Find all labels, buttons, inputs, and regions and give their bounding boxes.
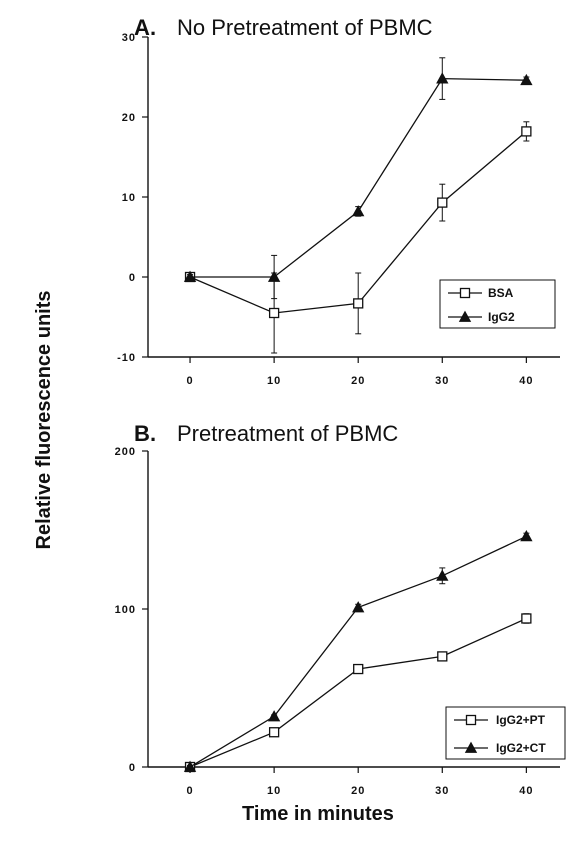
panel-a-series-igg2-point bbox=[267, 270, 281, 282]
panel-b-series-igg2-pt-point bbox=[437, 651, 448, 662]
panel-a-series-igg2-line bbox=[190, 77, 527, 278]
panel-b-y-tick-label: 100 bbox=[115, 604, 136, 616]
panel-a-legend-bsa-label: BSA bbox=[488, 286, 514, 300]
panel-a-dot: . bbox=[150, 15, 156, 40]
panel-b-y-tick-label: 200 bbox=[115, 446, 136, 458]
panel-a-series-bsa-point bbox=[268, 307, 280, 319]
panel-a-x-tick-label: 10 bbox=[267, 375, 281, 387]
panel-b-x-tick-label: 0 bbox=[186, 785, 193, 797]
panel-a-title: No Pretreatment of PBMC bbox=[177, 15, 433, 40]
panel-a-series-igg2-point bbox=[520, 73, 533, 86]
panel-a-legend-igg2-marker bbox=[458, 310, 472, 322]
x-axis-title: Time in minutes bbox=[242, 803, 394, 825]
panel-b-title: Pretreatment of PBMC bbox=[177, 421, 398, 446]
panel-a-x-tick-label: 20 bbox=[351, 375, 365, 387]
panel-b-legend-igg2-ct-label: IgG2+CT bbox=[496, 741, 546, 755]
panel-b-legend-box bbox=[445, 706, 566, 760]
panel-b-series-igg2-pt-point bbox=[521, 613, 532, 624]
y-axis-title: Relative fluorescence units bbox=[33, 291, 55, 550]
panel-a-series-igg2-point bbox=[436, 72, 449, 84]
panel-b-series-igg2-pt-point bbox=[353, 663, 364, 675]
panel-b-x-tick-label: 10 bbox=[267, 785, 281, 797]
panel-b-series-igg2-ct-point bbox=[436, 569, 449, 581]
panel-a-series-bsa-point bbox=[521, 126, 532, 137]
panel-a-x-tick-label: 0 bbox=[186, 375, 193, 387]
panel-b-x-tick-label: 40 bbox=[519, 785, 533, 797]
panel-b-legend-igg2-ct-marker bbox=[464, 741, 478, 753]
panel-b-x-tick-label: 30 bbox=[435, 785, 449, 797]
panel-b: B . Pretreatment of PBMC 200 100 0 0 10 20 30 4… bbox=[115, 421, 566, 797]
panel-b-series-igg2-ct-point bbox=[520, 529, 533, 542]
panel-a-series-igg2-point bbox=[183, 270, 197, 282]
panel-b-x-tick-label: 20 bbox=[351, 785, 365, 797]
panel-a-series-bsa-point bbox=[353, 298, 364, 309]
panel-a-x-tick-label: 30 bbox=[435, 375, 449, 387]
panel-b-letter: B bbox=[134, 421, 150, 446]
panel-b-series-igg2-pt-point bbox=[268, 727, 280, 738]
panel-a: A . No Pretreatment of PBMC 30 20 10 0 -10 0 1… bbox=[117, 15, 560, 387]
panel-a-legend-bsa-marker bbox=[459, 287, 471, 299]
panel-b-series-igg2-ct-point bbox=[183, 760, 197, 772]
panel-b-legend-igg2-pt-label: IgG2+PT bbox=[496, 713, 546, 727]
panel-a-x-tick-label: 40 bbox=[519, 375, 533, 387]
panel-a-letter: A bbox=[134, 15, 150, 40]
panel-b-series-igg2-ct-point bbox=[267, 710, 281, 722]
panel-b-legend-igg2-pt-marker bbox=[465, 714, 477, 726]
panel-a-y-tick-label: -10 bbox=[117, 352, 136, 364]
panel-b-y-tick-label: 0 bbox=[129, 762, 136, 774]
panel-b-series-igg2-ct-point bbox=[352, 601, 365, 613]
panel-a-legend-box bbox=[439, 279, 556, 329]
panel-b-dot: . bbox=[150, 421, 156, 446]
panel-a-y-tick-label: 30 bbox=[122, 32, 136, 44]
panel-a-y-tick-label: 20 bbox=[122, 112, 136, 124]
panel-a-series-bsa-point bbox=[437, 197, 448, 208]
panel-a-series-igg2-point bbox=[352, 205, 365, 217]
panel-a-y-tick-label: 10 bbox=[122, 192, 136, 204]
panel-a-legend-igg2-label: IgG2 bbox=[488, 310, 515, 324]
panel-a-y-tick-label: 0 bbox=[129, 272, 136, 284]
